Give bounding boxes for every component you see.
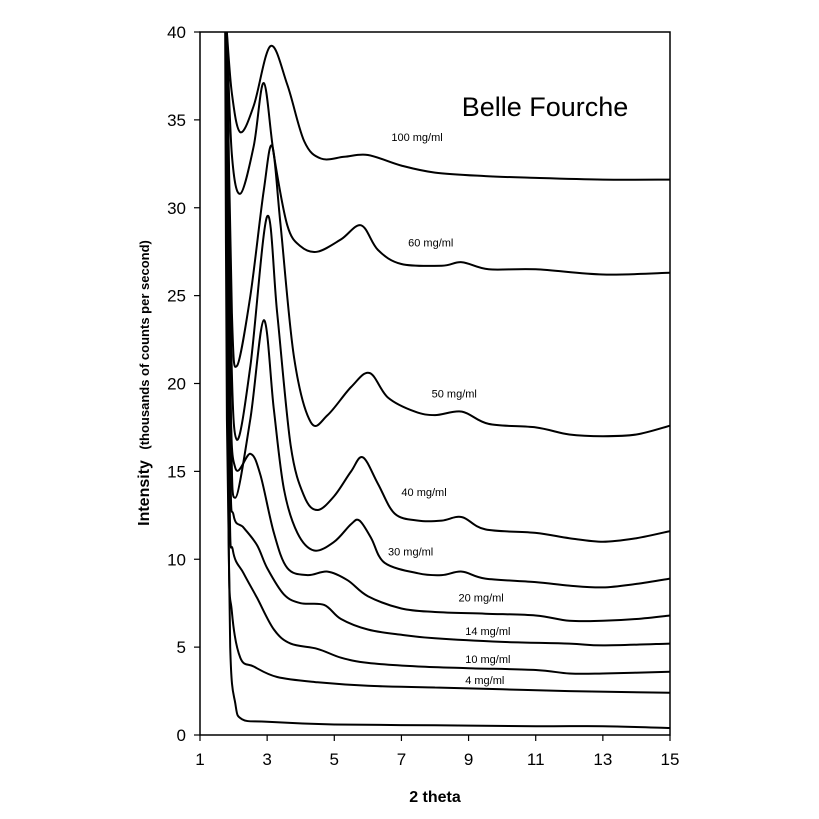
x-tick-label: 5 bbox=[330, 750, 339, 769]
series-line-20-mg-ml bbox=[225, 32, 670, 623]
y-tick-label: 0 bbox=[177, 726, 186, 745]
series-line-baseline bbox=[224, 32, 670, 729]
series-label: 14 mg/ml bbox=[465, 626, 510, 638]
series-label: 60 mg/ml bbox=[408, 237, 453, 249]
x-tick-label: 15 bbox=[661, 750, 680, 769]
y-tick-label: 35 bbox=[167, 111, 186, 130]
series-label: 50 mg/ml bbox=[432, 389, 477, 401]
series-line-40-mg-ml bbox=[225, 32, 670, 543]
x-tick-label: 9 bbox=[464, 750, 473, 769]
y-tick-label: 25 bbox=[167, 287, 186, 306]
series-label: 10 mg/ml bbox=[465, 654, 510, 666]
series-line-4-mg-ml bbox=[225, 32, 670, 694]
y-axis-label-sub: (thousands of counts per second) bbox=[137, 240, 152, 449]
series-label: 20 mg/ml bbox=[459, 592, 504, 604]
series-line-50-mg-ml bbox=[225, 32, 670, 438]
svg-text:Intensity (thousands of: Intensity (thousands of counts per secon… bbox=[136, 240, 153, 526]
series-label: 100 mg/ml bbox=[391, 132, 442, 144]
x-axis-label: 2 theta bbox=[409, 789, 461, 806]
series-line-14-mg-ml bbox=[225, 32, 670, 647]
y-tick-label: 5 bbox=[177, 638, 186, 657]
series-line-10-mg-ml bbox=[225, 32, 670, 675]
y-tick-label: 15 bbox=[167, 462, 186, 481]
series-label: 40 mg/ml bbox=[401, 487, 446, 499]
y-tick-label: 40 bbox=[167, 23, 186, 42]
x-tick-label: 7 bbox=[397, 750, 406, 769]
y-tick-label: 10 bbox=[167, 550, 186, 569]
series-line-60-mg-ml bbox=[225, 32, 670, 276]
x-tick-label: 1 bbox=[195, 750, 204, 769]
x-tick-label: 11 bbox=[527, 750, 545, 769]
y-tick-label: 20 bbox=[167, 375, 186, 394]
series-label: 30 mg/ml bbox=[388, 547, 433, 559]
x-tick-label: 3 bbox=[262, 750, 271, 769]
series-line-100-mg-ml bbox=[225, 32, 670, 181]
chart-title: Belle Fourche bbox=[462, 92, 629, 122]
y-axis-label-main: Intensity bbox=[136, 460, 153, 526]
x-tick-label: 13 bbox=[593, 750, 612, 769]
y-tick-label: 30 bbox=[167, 199, 186, 218]
series-label: 4 mg/ml bbox=[465, 675, 504, 687]
